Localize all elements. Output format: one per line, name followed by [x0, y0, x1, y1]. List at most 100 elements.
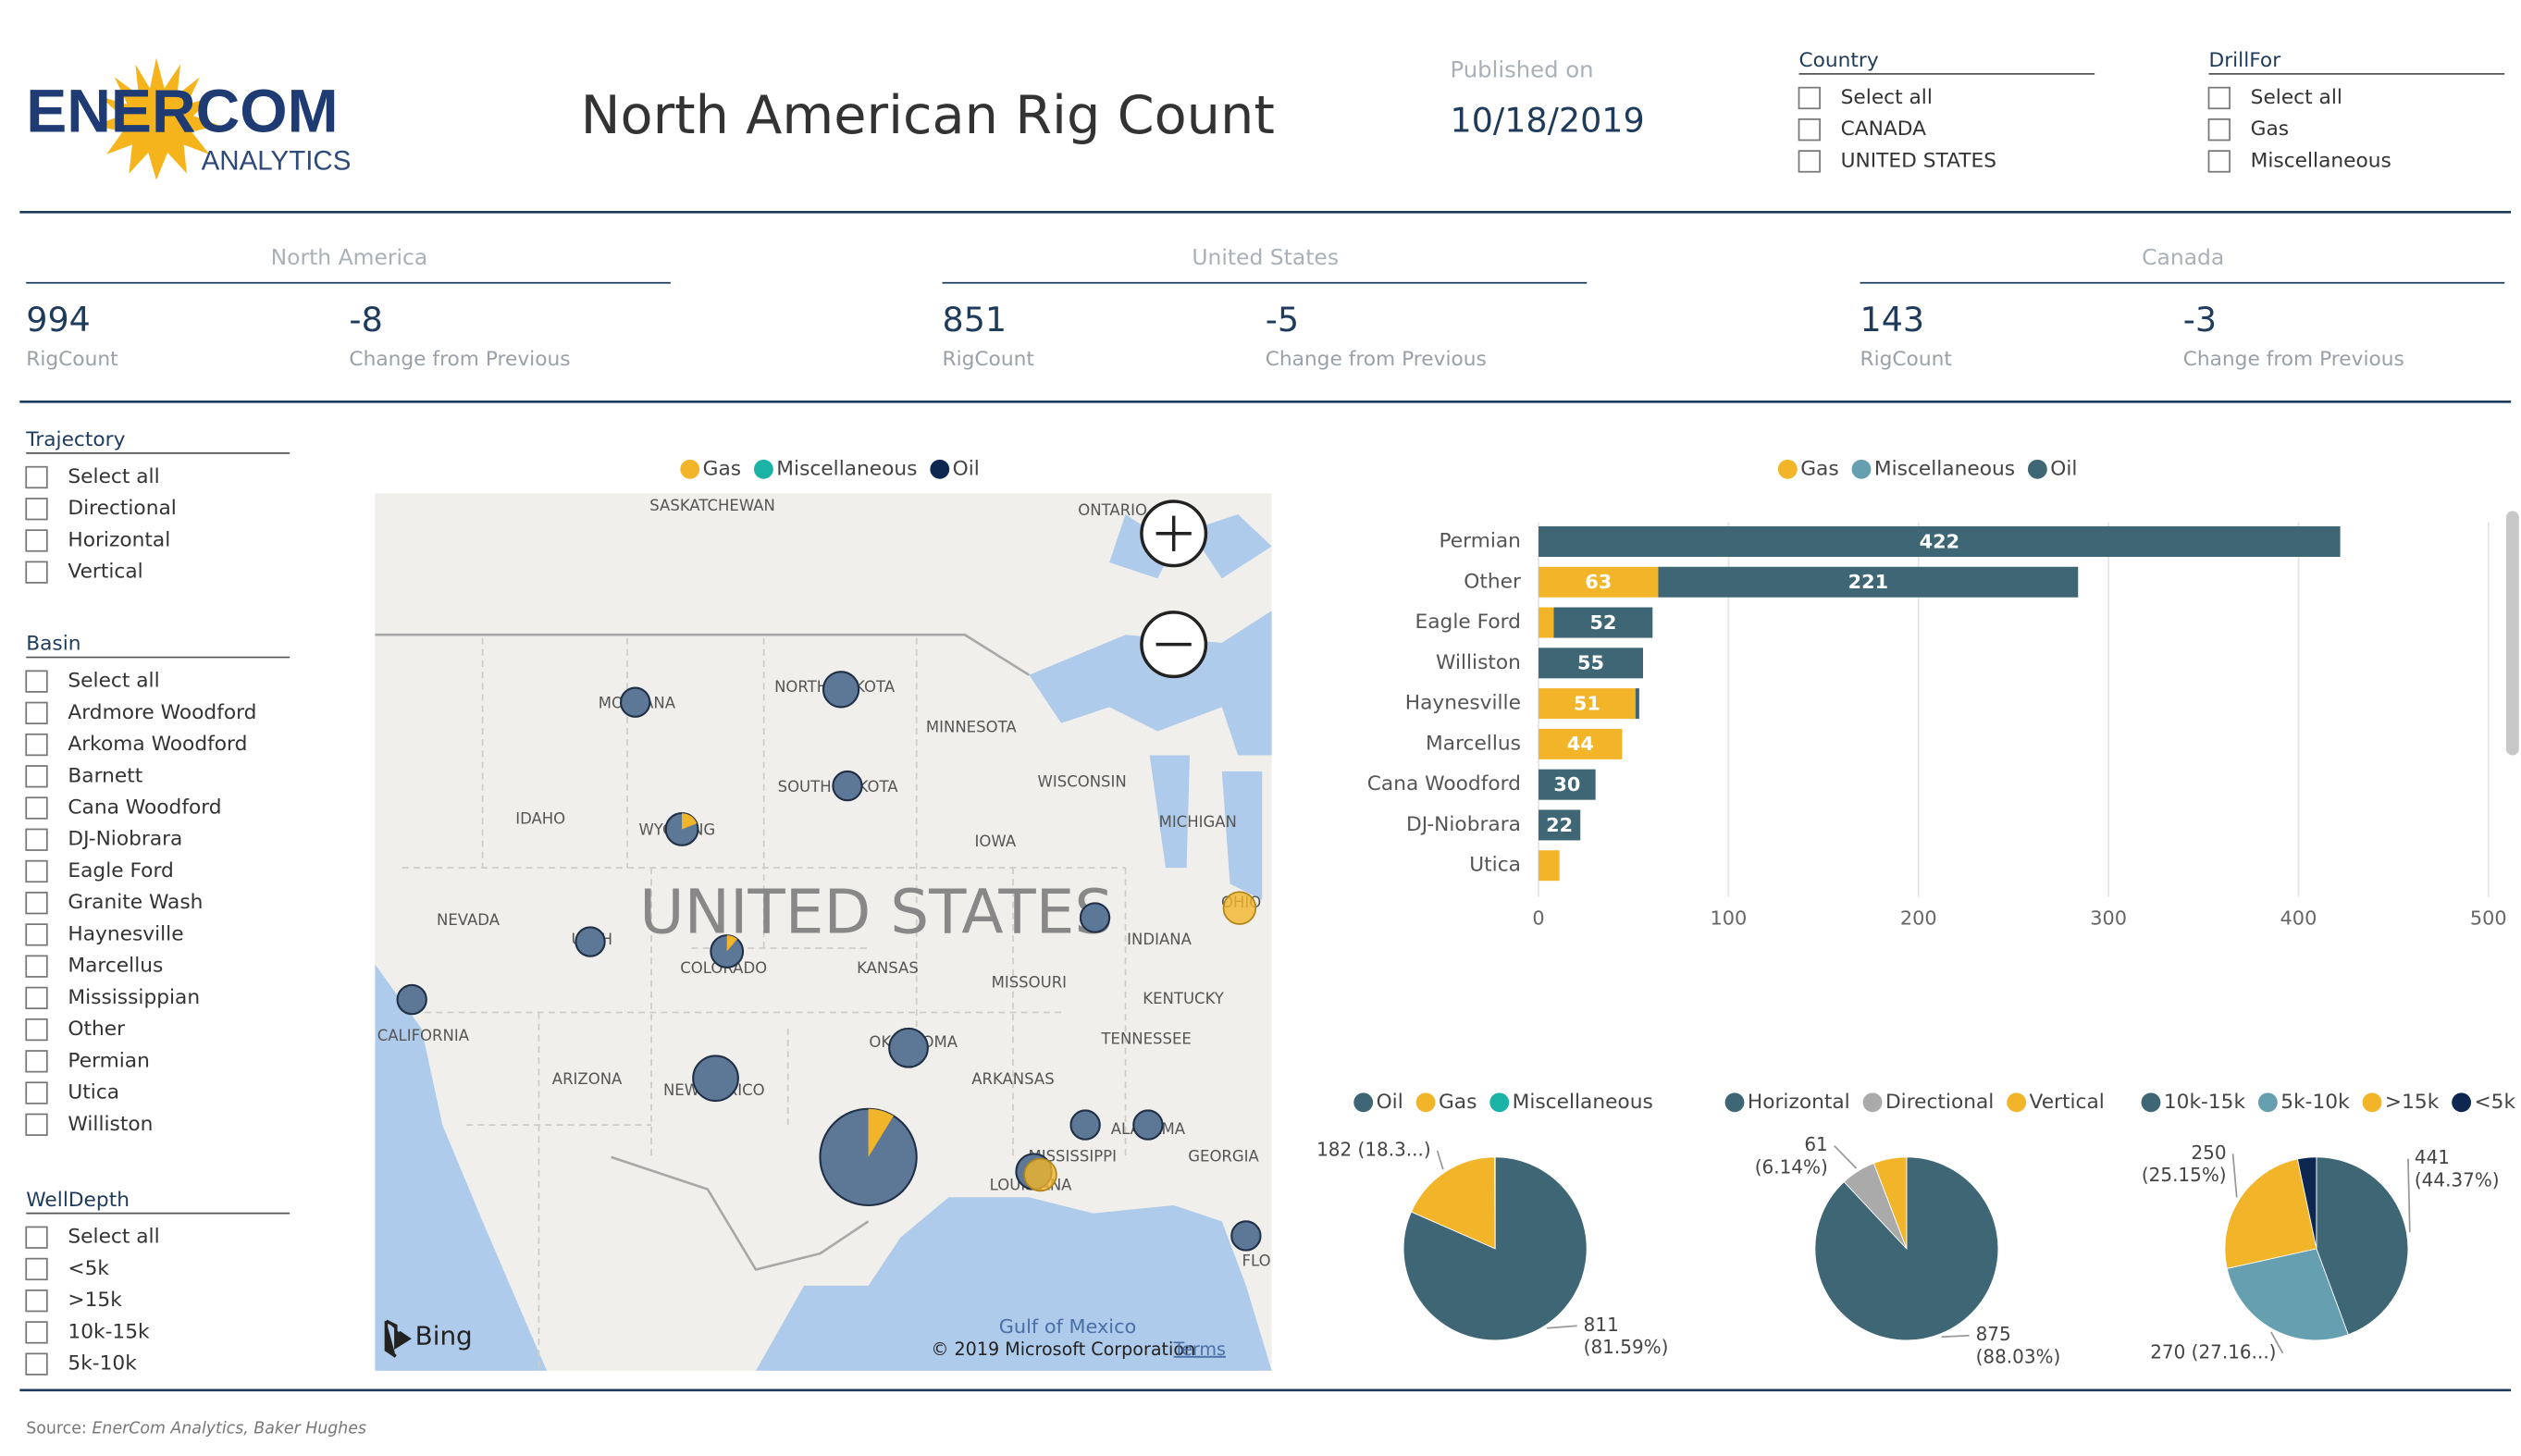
checkbox[interactable]	[25, 1321, 48, 1344]
slicer-item[interactable]: Granite Wash	[68, 891, 203, 914]
slicer-item[interactable]: UNITED STATES	[1841, 149, 1996, 172]
pie-value-label: 441	[2415, 1146, 2450, 1168]
checkbox[interactable]	[25, 529, 48, 552]
slicer-item[interactable]: Marcellus	[68, 955, 163, 978]
checkbox[interactable]	[25, 498, 48, 521]
slicer-item[interactable]: Cana Woodford	[68, 796, 221, 820]
pie-slice	[2316, 1156, 2409, 1336]
slicer-item[interactable]: Select all	[68, 1226, 159, 1249]
checkbox[interactable]	[25, 1352, 48, 1376]
map-bubble[interactable]	[396, 983, 427, 1016]
map-bubble[interactable]	[692, 1055, 739, 1103]
slicer-item[interactable]: Mississippian	[68, 986, 200, 1009]
map-bubble[interactable]	[832, 770, 863, 802]
legend-label: Oil	[2050, 457, 2077, 480]
slicer-item[interactable]: <5k	[68, 1257, 109, 1280]
slicer-item[interactable]: Gas	[2251, 117, 2289, 141]
slicer-item[interactable]: >15k	[68, 1289, 122, 1312]
pie-value-label: 250	[2191, 1141, 2226, 1164]
checkbox[interactable]	[2207, 86, 2231, 110]
checkbox[interactable]	[2207, 118, 2231, 142]
checkbox[interactable]	[25, 828, 48, 851]
x-tick-label: 400	[2280, 907, 2317, 930]
checkbox[interactable]	[1798, 150, 1821, 173]
checkbox[interactable]	[25, 859, 48, 883]
checkbox[interactable]	[25, 1018, 48, 1042]
slicer-item[interactable]: DJ-Niobrara	[68, 828, 182, 851]
map-label: MISSOURI	[992, 974, 1067, 992]
map-bubble[interactable]	[1230, 1220, 1262, 1252]
checkbox[interactable]	[1798, 86, 1821, 110]
checkbox[interactable]	[25, 1226, 48, 1249]
slicer-item[interactable]: Select all	[2251, 86, 2342, 109]
kpi-change: -5	[1266, 300, 1299, 339]
slicer-item[interactable]: Utica	[68, 1081, 119, 1104]
slicer-item[interactable]: Select all	[68, 670, 159, 693]
checkbox[interactable]	[25, 986, 48, 1010]
slicer-item[interactable]: Other	[68, 1018, 125, 1041]
y-tick-label: Other	[1464, 570, 1521, 593]
slicer-item[interactable]: Ardmore Woodford	[68, 701, 256, 724]
map-bubble[interactable]	[1069, 1109, 1101, 1141]
slicer-item[interactable]: Eagle Ford	[68, 859, 173, 882]
checkbox[interactable]	[25, 701, 48, 725]
bar-value-label: 221	[1848, 571, 1888, 593]
slicer-title: WellDepth	[26, 1189, 130, 1212]
checkbox[interactable]	[25, 1113, 48, 1136]
slicer-item[interactable]: Horizontal	[68, 528, 170, 551]
checkbox[interactable]	[25, 1050, 48, 1073]
logo-sub: ANALYTICS	[202, 145, 352, 176]
scrollbar[interactable]	[2505, 511, 2519, 756]
checkbox[interactable]	[25, 1081, 48, 1104]
slicer-item[interactable]: Haynesville	[68, 922, 183, 945]
map-bubble[interactable]	[1079, 902, 1111, 933]
map-bubble[interactable]	[1132, 1109, 1164, 1141]
slicer-item[interactable]: 5k-10k	[68, 1352, 137, 1376]
checkbox[interactable]	[25, 923, 48, 946]
footer-source-label: Source:	[26, 1419, 86, 1437]
slicer-item[interactable]: Permian	[68, 1049, 149, 1072]
kpi-change: -8	[349, 300, 382, 339]
slicer-item[interactable]: CANADA	[1841, 117, 1926, 141]
zoom-in[interactable]	[1140, 500, 1208, 568]
bar-value-label: 422	[1920, 530, 1959, 552]
kpi-change-label: Change from Previous	[1266, 348, 1487, 371]
slicer-item[interactable]: 10k-15k	[68, 1320, 150, 1343]
map-bubble[interactable]	[1023, 1157, 1057, 1192]
legend-marker	[930, 459, 950, 479]
legend-marker	[1724, 1092, 1745, 1113]
checkbox[interactable]	[25, 733, 48, 757]
checkbox[interactable]	[25, 955, 48, 978]
map-bubble[interactable]	[575, 926, 606, 957]
slicer-item[interactable]: Miscellaneous	[2251, 149, 2391, 172]
slicer-item[interactable]: Vertical	[68, 561, 142, 584]
map-bubble[interactable]	[888, 1027, 929, 1068]
checkbox[interactable]	[25, 465, 48, 489]
slicer-item[interactable]: Williston	[68, 1113, 153, 1136]
map-bubble[interactable]	[620, 686, 651, 718]
slicer-item[interactable]: Select all	[68, 465, 159, 488]
slicer-item[interactable]: Directional	[68, 497, 176, 520]
checkbox[interactable]	[25, 1257, 48, 1281]
checkbox[interactable]	[2207, 150, 2231, 173]
checkbox[interactable]	[25, 765, 48, 788]
map-bubble[interactable]	[822, 671, 860, 709]
checkbox[interactable]	[25, 1289, 48, 1313]
checkbox[interactable]	[25, 561, 48, 584]
map-water	[1109, 513, 1272, 579]
map-terms[interactable]: Terms	[1173, 1339, 1226, 1360]
map-label: FLORIDA	[1242, 1252, 1309, 1269]
checkbox[interactable]	[25, 796, 48, 820]
zoom-out[interactable]	[1140, 611, 1208, 679]
slicer-item[interactable]: Arkoma Woodford	[68, 733, 247, 756]
slicer-title: Country	[1798, 49, 1878, 72]
map[interactable]: SASKATCHEWANONTARIOMONTANANORTH DAKOTAMI…	[375, 493, 1308, 1371]
slicer-item[interactable]: Select all	[1841, 86, 1933, 109]
kpi-region: United States	[1192, 244, 1339, 270]
slicer-item[interactable]: Barnett	[68, 764, 142, 787]
map-bubble[interactable]	[1222, 891, 1257, 925]
checkbox[interactable]	[1798, 118, 1821, 142]
checkbox[interactable]	[25, 670, 48, 693]
legend-label: 10k-15k	[2164, 1091, 2246, 1114]
checkbox[interactable]	[25, 892, 48, 915]
